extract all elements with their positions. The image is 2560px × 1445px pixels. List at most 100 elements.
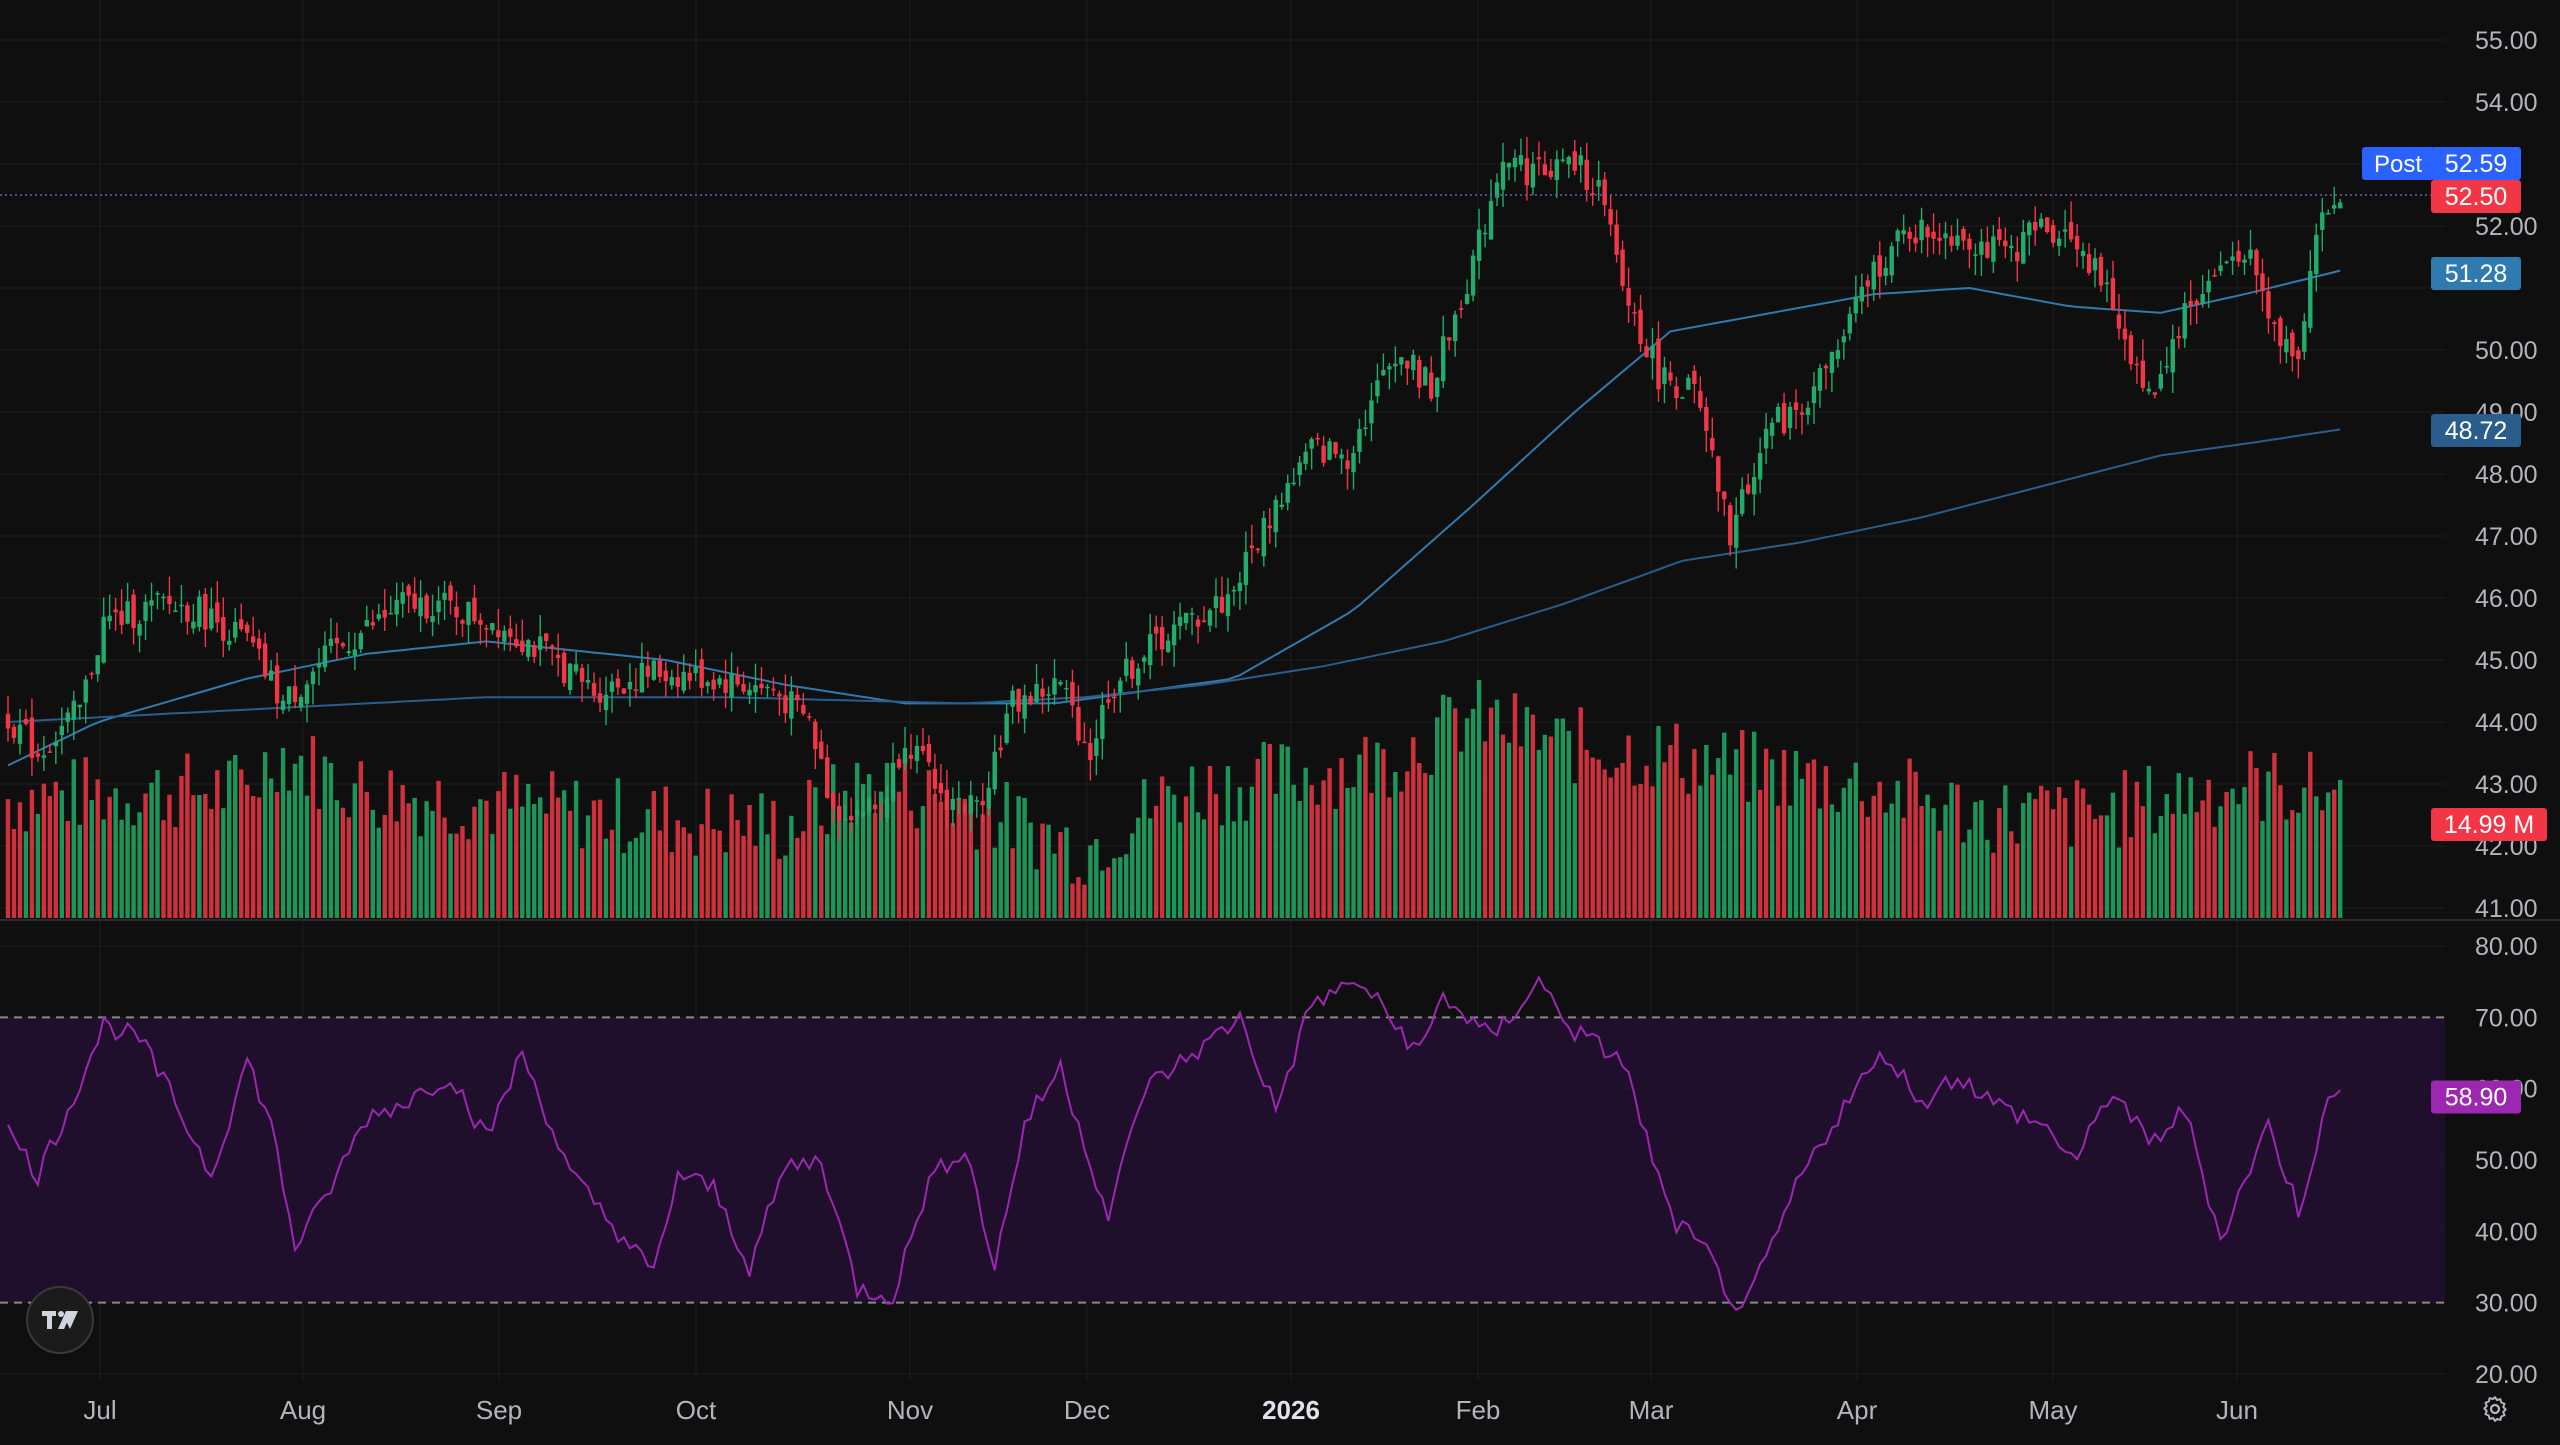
candle-body — [2224, 261, 2229, 264]
candle-body — [334, 637, 340, 644]
volume-bar — [1608, 777, 1613, 918]
volume-bar — [1470, 708, 1476, 918]
candle-body — [1937, 237, 1942, 241]
candle-body — [508, 628, 513, 637]
candle-body — [59, 725, 65, 736]
volume-bar — [729, 794, 734, 918]
volume-bar — [1429, 774, 1434, 918]
time-tick-label: Nov — [887, 1395, 933, 1425]
volume-bar — [687, 833, 692, 918]
price-tick-label: 55.00 — [2475, 27, 2538, 55]
volume-bar — [2314, 796, 2319, 918]
candle-body — [526, 640, 531, 657]
candle-body — [950, 799, 956, 810]
candle-body — [2278, 318, 2283, 346]
rsi-badge — [2431, 1080, 2521, 1114]
volume-bar — [866, 774, 872, 918]
candle-body — [669, 677, 674, 686]
volume-bar — [1871, 795, 1876, 918]
candle-body — [657, 660, 663, 677]
volume-bar — [663, 786, 668, 918]
candle-body — [53, 741, 59, 747]
volume-bar — [388, 770, 393, 918]
volume-bar — [1082, 884, 1087, 918]
volume-bar — [1243, 820, 1249, 918]
candle-body — [1919, 219, 1924, 241]
volume-bar — [2326, 792, 2331, 918]
volume-bar — [2200, 800, 2205, 918]
volume-bar — [1064, 827, 1069, 918]
volume-bar — [191, 795, 196, 918]
volume-bar — [831, 764, 836, 918]
volume-bar — [256, 797, 262, 918]
candle-body — [2338, 202, 2343, 209]
volume-bar — [233, 755, 238, 918]
candle-body — [1046, 694, 1051, 696]
volume-bar — [878, 791, 884, 918]
candle-body — [1327, 441, 1332, 460]
candle-body — [544, 633, 549, 641]
candle-body — [2332, 204, 2337, 209]
time-tick-label: Mar — [1629, 1395, 1674, 1425]
candle-body — [113, 609, 118, 613]
volume-bar — [1859, 801, 1864, 918]
price-badge — [2431, 147, 2521, 180]
volume-bar — [1441, 694, 1446, 918]
candle-body — [1913, 237, 1918, 244]
volume-bar — [944, 802, 950, 918]
volume-bar — [783, 855, 788, 918]
candle-body — [2290, 332, 2295, 357]
volume-bar — [1506, 742, 1512, 918]
rsi-tick-label: 30.00 — [2475, 1290, 2538, 1318]
volume-bar — [914, 828, 920, 918]
ma-line-200 — [7, 428, 2341, 723]
candle-body — [1225, 594, 1231, 616]
volume-bar — [2021, 803, 2026, 918]
candle-body — [1112, 696, 1117, 699]
candle-body — [735, 675, 740, 685]
volume-bar — [1297, 801, 1302, 918]
volume-bar — [843, 790, 848, 918]
candle-body — [872, 804, 878, 810]
volume-bar — [585, 815, 591, 918]
candle-body — [753, 685, 758, 693]
volume-bar — [711, 829, 716, 918]
volume-bar — [992, 847, 997, 918]
volume-bar — [1010, 848, 1015, 918]
volume-bar — [645, 809, 651, 918]
volume-bar — [1130, 833, 1135, 918]
candle-body — [1961, 228, 1966, 241]
candle-body — [322, 645, 328, 668]
candle-body — [358, 633, 364, 650]
tradingview-logo-icon[interactable] — [26, 1286, 94, 1354]
candle-body — [980, 800, 985, 806]
candle-body — [233, 621, 238, 638]
volume-bar — [17, 802, 23, 918]
volume-bar — [1195, 812, 1201, 918]
candle-body — [316, 663, 322, 668]
gear-icon[interactable] — [2478, 1392, 2512, 1426]
volume-bar — [627, 841, 633, 918]
candle-body — [1542, 164, 1548, 176]
volume-bar — [1452, 708, 1458, 918]
candle-body — [1303, 451, 1308, 464]
volume-bar — [1482, 741, 1488, 918]
candle-body — [1159, 627, 1165, 650]
candle-body — [1100, 704, 1105, 740]
volume-bar — [2290, 810, 2295, 918]
candle-body — [352, 649, 358, 656]
volume-bar — [1757, 789, 1763, 918]
volume-bar — [2122, 770, 2128, 918]
candle-body — [1136, 668, 1141, 686]
volume-bar — [1189, 766, 1195, 918]
rsi-tick-label: 70.00 — [2475, 1004, 2538, 1032]
candle-body — [2027, 222, 2032, 236]
candle-body — [167, 595, 172, 605]
price-badge-value: 51.28 — [2445, 260, 2508, 288]
candle-body — [1417, 360, 1422, 388]
candle-body — [1339, 454, 1344, 459]
volume-bar — [813, 787, 818, 918]
volume-bar — [1817, 808, 1823, 918]
